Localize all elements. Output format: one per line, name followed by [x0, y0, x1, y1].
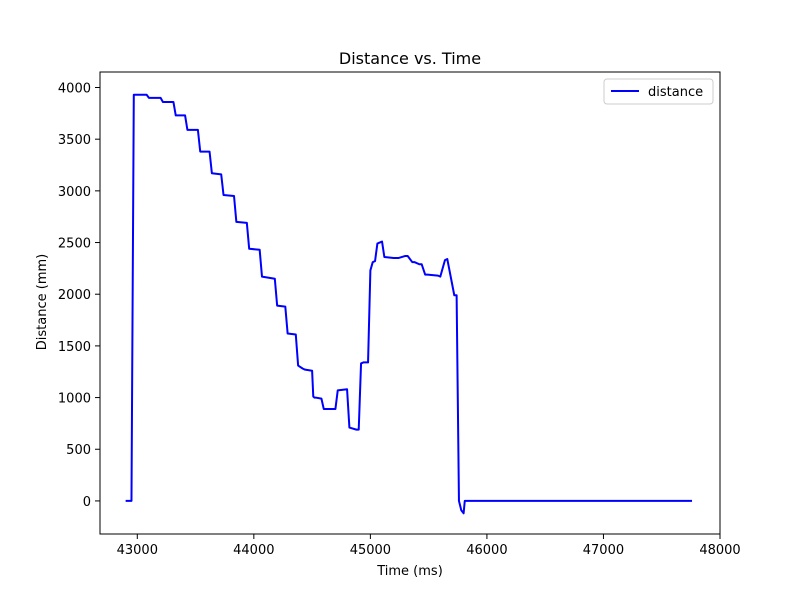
y-tick-label: 1000 [58, 392, 91, 407]
y-tick-label: 2500 [58, 237, 91, 252]
y-tick-label: 1500 [58, 340, 91, 355]
x-tick-label: 46000 [466, 543, 507, 558]
x-tick-label: 47000 [583, 543, 624, 558]
plot-area: 43000 44000 45000 46000 47000 48000 0 500 1000 15… [58, 71, 741, 558]
legend: distance [603, 78, 714, 105]
x-tick-label: 43000 [117, 543, 158, 558]
y-tick-label: 3000 [58, 185, 91, 200]
x-axis-label: Time (ms) [376, 564, 443, 579]
plot-frame [99, 71, 721, 535]
chart-title: Distance vs. Time [339, 49, 481, 68]
y-tick-label: 3500 [58, 133, 91, 148]
y-axis-label: Distance (mm) [35, 254, 50, 350]
y-tick-label: 2000 [58, 288, 91, 303]
y-tick-label: 4000 [58, 82, 91, 97]
y-tick-label: 500 [66, 443, 91, 458]
x-tick-label: 48000 [699, 543, 740, 558]
legend-box [603, 78, 714, 105]
legend-label: distance [648, 85, 703, 100]
x-tick-label: 44000 [233, 543, 274, 558]
series-line-distance [125, 93, 693, 515]
x-tick-label: 45000 [350, 543, 391, 558]
y-tick-label: 0 [83, 495, 91, 510]
